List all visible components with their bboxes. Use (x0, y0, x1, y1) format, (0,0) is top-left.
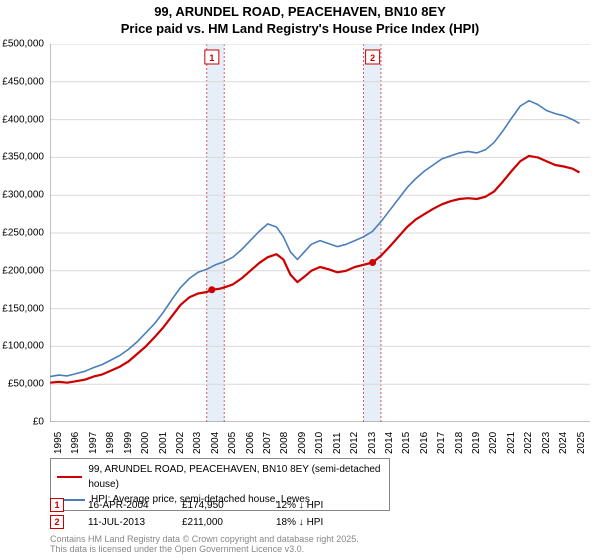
x-tick-label: 2009 (297, 432, 308, 454)
title-line-2: Price paid vs. HM Land Registry's House … (0, 21, 600, 38)
x-tick-label: 2020 (488, 432, 499, 454)
x-tick-label: 2017 (436, 432, 447, 454)
x-tick-label: 1999 (123, 432, 134, 454)
x-tick-label: 2005 (227, 432, 238, 454)
x-tick-label: 2006 (245, 432, 256, 454)
title-line-1: 99, ARUNDEL ROAD, PEACEHAVEN, BN10 8EY (0, 4, 600, 21)
x-tick-label: 2024 (558, 432, 569, 454)
x-tick-label: 2004 (210, 432, 221, 454)
x-tick-label: 2015 (401, 432, 412, 454)
x-tick-label: 2001 (158, 432, 169, 454)
legend-item-price-paid: 99, ARUNDEL ROAD, PEACEHAVEN, BN10 8EY (… (57, 462, 383, 492)
y-tick-label: £350,000 (2, 152, 44, 163)
sale-price: £174,950 (182, 500, 252, 511)
line-chart-svg: 12 (50, 44, 590, 422)
x-tick-label: 2022 (523, 432, 534, 454)
y-tick-label: £400,000 (2, 114, 44, 125)
table-row: 1 16-APR-2004 £174,950 12% ↓ HPI (50, 498, 550, 512)
sale-delta: 18% ↓ HPI (276, 517, 346, 528)
y-tick-label: £450,000 (2, 76, 44, 87)
x-tick-label: 2012 (349, 432, 360, 454)
x-tick-label: 1996 (70, 432, 81, 454)
sale-price: £211,000 (182, 517, 252, 528)
y-tick-label: £150,000 (2, 303, 44, 314)
sale-delta: 12% ↓ HPI (276, 500, 346, 511)
y-tick-label: £50,000 (8, 379, 44, 390)
x-tick-label: 2003 (192, 432, 203, 454)
x-tick-label: 1995 (53, 432, 64, 454)
x-tick-label: 2023 (541, 432, 552, 454)
y-tick-label: £250,000 (2, 228, 44, 239)
x-tick-label: 1998 (105, 432, 116, 454)
legend-label: 99, ARUNDEL ROAD, PEACEHAVEN, BN10 8EY (… (88, 462, 383, 492)
svg-text:1: 1 (209, 53, 214, 63)
x-tick-label: 2018 (454, 432, 465, 454)
y-tick-label: £300,000 (2, 190, 44, 201)
sale-marker-icon: 1 (50, 498, 64, 512)
sale-date: 11-JUL-2013 (88, 517, 158, 528)
x-tick-label: 2013 (367, 432, 378, 454)
y-tick-label: £200,000 (2, 265, 44, 276)
legend-swatch (57, 476, 82, 478)
footnote: Contains HM Land Registry data © Crown c… (50, 534, 570, 555)
x-tick-label: 2007 (262, 432, 273, 454)
y-tick-label: £500,000 (2, 39, 44, 50)
x-tick-label: 2008 (279, 432, 290, 454)
x-tick-label: 2016 (419, 432, 430, 454)
x-tick-label: 2000 (140, 432, 151, 454)
svg-text:2: 2 (370, 53, 375, 63)
y-tick-label: £100,000 (2, 341, 44, 352)
y-tick-label: £0 (33, 417, 44, 428)
chart-title-block: 99, ARUNDEL ROAD, PEACEHAVEN, BN10 8EY P… (0, 0, 600, 38)
x-tick-label: 2025 (576, 432, 587, 454)
chart-area: 12 (50, 44, 590, 422)
x-tick-label: 2010 (314, 432, 325, 454)
sales-table: 1 16-APR-2004 £174,950 12% ↓ HPI 2 11-JU… (50, 498, 550, 532)
x-axis-labels: 1995 1996 1997 1998 1999 2000 2001 2002 2003 2004… (50, 426, 590, 456)
sale-marker-icon: 2 (50, 515, 64, 529)
y-axis-labels: £0£50,000£100,000£150,000£200,000£250,00… (0, 44, 48, 422)
x-tick-label: 2021 (506, 432, 517, 454)
x-tick-label: 1997 (88, 432, 99, 454)
footnote-line: This data is licensed under the Open Gov… (50, 544, 570, 554)
table-row: 2 11-JUL-2013 £211,000 18% ↓ HPI (50, 515, 550, 529)
x-tick-label: 2019 (471, 432, 482, 454)
x-tick-label: 2002 (175, 432, 186, 454)
x-tick-label: 2011 (332, 432, 343, 454)
footnote-line: Contains HM Land Registry data © Crown c… (50, 534, 570, 544)
x-tick-label: 2014 (384, 432, 395, 454)
sale-date: 16-APR-2004 (88, 500, 158, 511)
